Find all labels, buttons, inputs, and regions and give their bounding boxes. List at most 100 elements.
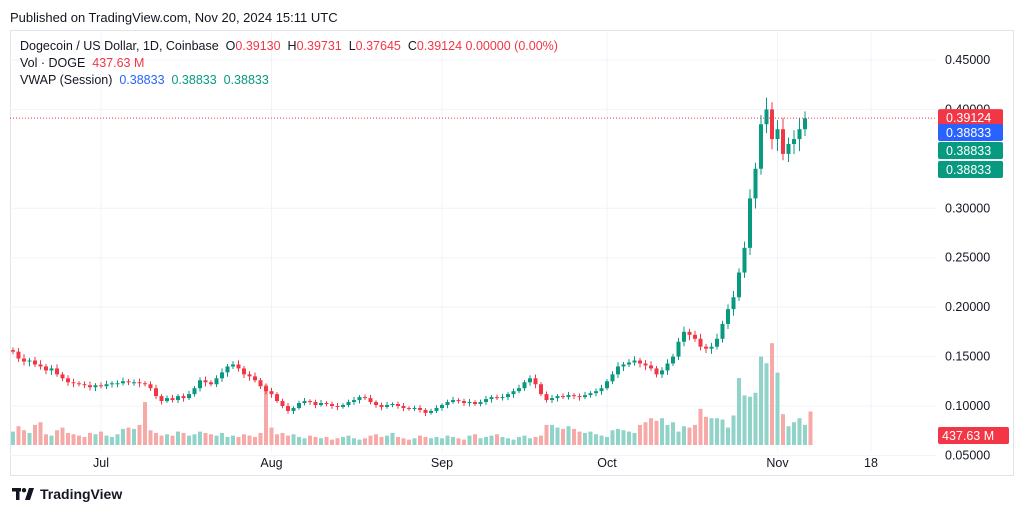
volume-bar xyxy=(522,435,527,445)
volume-bar xyxy=(363,438,367,445)
volume-bar xyxy=(577,431,582,445)
volume-bar xyxy=(583,432,587,445)
high-value: 0.39731 xyxy=(296,39,342,53)
volume-bar xyxy=(594,434,598,445)
volume-bar xyxy=(55,430,59,445)
candle-body xyxy=(346,402,351,406)
candle-body xyxy=(599,388,604,392)
volume-bar xyxy=(643,422,648,445)
volume-bar xyxy=(753,392,758,445)
candle-body xyxy=(577,396,582,398)
volume-bar xyxy=(115,434,120,445)
candle-body xyxy=(731,297,736,310)
volume-bar xyxy=(808,411,813,445)
volume-bar xyxy=(176,431,180,445)
volume-bar xyxy=(220,432,224,445)
volume-bar xyxy=(198,431,202,445)
candle-body xyxy=(396,404,400,406)
volume-bar xyxy=(632,432,637,445)
volume-label[interactable]: Vol · DOGE xyxy=(20,56,86,70)
volume-bar xyxy=(737,378,741,445)
volume-bar xyxy=(236,436,241,445)
price-badge: 0.39124 xyxy=(946,111,991,125)
candle-body xyxy=(203,380,208,383)
volume-bar xyxy=(368,435,373,445)
volume-bar xyxy=(253,436,257,445)
volume-bar xyxy=(209,434,213,445)
candle-body xyxy=(49,368,54,371)
candle-body xyxy=(110,383,114,385)
volume-bar xyxy=(434,436,439,445)
volume-bar xyxy=(638,424,642,445)
candle-body xyxy=(27,360,32,362)
candle-body xyxy=(253,376,257,381)
candle-body xyxy=(643,363,648,366)
volume-bar xyxy=(319,438,323,445)
candle-body xyxy=(770,109,774,140)
candle-body xyxy=(374,402,378,406)
x-tick-label: Jul xyxy=(93,456,109,470)
x-tick-label: Sep xyxy=(431,456,453,470)
candle-body xyxy=(269,391,274,395)
volume-bar xyxy=(533,436,538,445)
candle-body xyxy=(357,397,362,401)
volume-bar xyxy=(297,436,301,445)
volume-bar xyxy=(275,434,279,445)
volume-bar xyxy=(588,431,593,445)
candle-body xyxy=(473,402,477,405)
volume-bar xyxy=(429,438,433,445)
volume-bar xyxy=(572,428,576,445)
volume-bar xyxy=(456,438,461,445)
tradingview-brand[interactable]: TradingView xyxy=(12,486,122,502)
volume-bar xyxy=(291,434,296,445)
volume-bar xyxy=(665,424,670,445)
volume-bar xyxy=(77,435,81,445)
volume-bar xyxy=(649,418,653,445)
candle-body xyxy=(434,407,439,411)
vwap-label[interactable]: VWAP (Session) xyxy=(20,73,113,87)
price-badge-bg xyxy=(938,109,1003,127)
candle-body xyxy=(176,396,180,401)
volume-bar xyxy=(748,396,752,445)
volume-bar xyxy=(154,432,158,445)
volume-bar xyxy=(71,434,76,445)
candle-body xyxy=(275,394,279,402)
candle-body xyxy=(22,358,26,362)
volume-bar xyxy=(467,435,472,445)
y-tick-label: 0.10000 xyxy=(945,399,990,413)
candle-body xyxy=(539,384,543,395)
candle-body xyxy=(77,383,81,385)
candle-body xyxy=(214,378,219,385)
vwap-badge-green-1-bg xyxy=(938,142,1003,159)
candle-body xyxy=(335,406,340,407)
tradingview-logo-icon xyxy=(12,488,34,500)
candle-body xyxy=(462,401,466,404)
symbol-title[interactable]: Dogecoin / US Dollar, 1D, Coinbase xyxy=(20,39,219,53)
volume-bar xyxy=(489,435,494,445)
volume-bar xyxy=(396,436,400,445)
volume-bar xyxy=(390,432,395,445)
volume-bar xyxy=(599,435,604,445)
candle-body xyxy=(665,363,670,371)
volume-bar xyxy=(616,428,620,445)
candle-body xyxy=(511,391,516,395)
candle-body xyxy=(726,309,730,324)
volume-bar xyxy=(423,436,428,445)
candle-body xyxy=(737,272,741,298)
volume-bar xyxy=(264,384,268,445)
candle-body xyxy=(401,406,406,408)
candle-body xyxy=(379,405,384,407)
volume-bar xyxy=(770,343,774,445)
volume-bar xyxy=(715,418,719,445)
volume-bar xyxy=(66,432,70,445)
candle-body xyxy=(649,365,653,369)
candle-body xyxy=(88,385,92,388)
candle-body xyxy=(478,402,483,405)
volume-bar xyxy=(792,422,796,445)
volume-bar xyxy=(654,420,659,445)
candle-body xyxy=(407,407,411,409)
candle-body xyxy=(709,346,714,349)
candle-body xyxy=(143,383,147,385)
candle-body xyxy=(286,406,290,411)
